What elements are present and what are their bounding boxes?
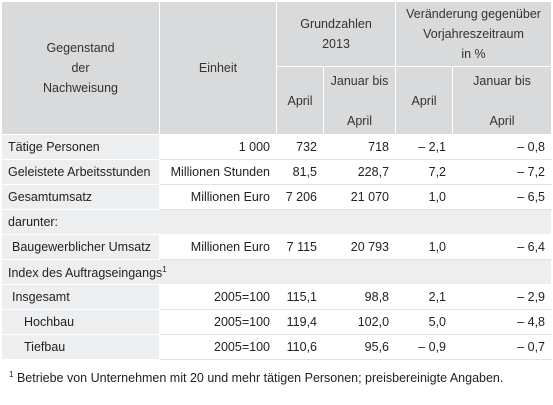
header-gegenstand-line2: der [71,61,90,75]
header-veraenderung-line2: Vorjahreszeitraum [423,27,524,41]
row-value: 2,1 [395,284,454,310]
footnote: 1 Betriebe von Unternehmen mit 20 und me… [9,370,553,385]
header-veraenderung-line1: Veränderung gegenüber [406,7,541,21]
row-value: 5,0 [395,309,454,335]
row-label: Geleistete Arbeitsstunden [1,159,160,185]
table-row: Gesamtumsatz Millionen Euro 7 206 21 070… [1,184,553,210]
row-value: 7 206 [276,184,324,210]
row-value: 21 070 [322,184,397,210]
row-unit: Millionen Euro [159,234,277,260]
row-value: – 6,5 [452,184,553,210]
table-row: Tätige Personen 1 000 732 718 – 2,1 – 0,… [1,134,553,160]
row-value: – 0,9 [395,334,454,360]
row-value: 119,4 [276,309,324,335]
row-value: 102,0 [322,309,397,335]
header-grundzahlen: Grundzahlen 2013 [275,1,397,67]
row-value: 98,8 [322,284,397,310]
row-value: – 6,4 [452,234,553,260]
header-januar-grund: Januar bis April [322,66,397,135]
header-januar-veraend-line2: April [489,113,515,128]
table-row: Insgesamt 2005=100 115,1 98,8 2,1 – 2,9 [1,284,553,310]
row-value: – 4,8 [452,309,553,335]
row-unit: 2005=100 [159,309,277,335]
row-unit: Millionen Stunden [159,159,277,185]
header-april-grund: April [276,66,324,135]
row-value: – 2,1 [395,134,454,160]
row-value: 20 793 [322,234,397,260]
statistics-table: Gegenstand der Nachweisung Einheit Grund… [0,1,553,360]
section-row: Index des Auftragseingangs1 [0,259,553,285]
table-row: Baugewerblicher Umsatz Millionen Euro 7 … [1,234,553,260]
header-einheit: Einheit [159,1,277,135]
row-value: – 0,8 [452,134,553,160]
section-index-text: Index des Auftragseingangs [8,265,163,280]
row-value: 110,6 [276,334,324,360]
row-label: Baugewerblicher Umsatz [1,234,160,260]
row-label: Tiefbau [1,334,160,360]
row-unit: Millionen Euro [159,184,277,210]
header-grundzahlen-label: Grundzahlen [300,17,372,31]
table-row: Hochbau 2005=100 119,4 102,0 5,0 – 4,8 [1,309,553,335]
header-januar-grund-line1: Januar bis [330,73,389,88]
section-label-darunter: darunter: [0,209,553,235]
header-gegenstand-line3: Nachweisung [42,81,119,95]
row-value: – 7,2 [452,159,553,185]
row-label: Tätige Personen [1,134,160,160]
footnote-marker: 1 [162,264,167,274]
header-gegenstand: Gegenstand der Nachweisung [1,1,160,135]
row-value: 95,6 [322,334,397,360]
row-label: Gesamtumsatz [1,184,160,210]
section-row: darunter: [0,209,553,235]
table-row: Tiefbau 2005=100 110,6 95,6 – 0,9 – 0,7 [1,334,553,360]
row-value: 1,0 [395,184,454,210]
row-value: – 2,9 [452,284,553,310]
header-gegenstand-line1: Gegenstand [46,41,115,55]
table-row: Geleistete Arbeitsstunden Millionen Stun… [1,159,553,185]
row-label: Insgesamt [1,284,160,310]
header-januar-veraend: Januar bis April [452,66,553,135]
header-veraenderung-line3: in % [461,47,486,61]
row-value: 7 115 [276,234,324,260]
row-unit: 2005=100 [159,334,277,360]
row-value: 718 [322,134,397,160]
header-januar-veraend-line1: Januar bis [473,73,531,88]
row-value: 732 [276,134,324,160]
row-value: – 0,7 [452,334,553,360]
section-label-index: Index des Auftragseingangs1 [0,259,553,285]
header-januar-grund-line2: April [347,113,373,128]
row-value: 115,1 [276,284,324,310]
header-veraenderung: Veränderung gegenüber Vorjahreszeitraum … [395,1,553,67]
row-label: Hochbau [1,309,160,335]
footnote-text: Betriebe von Unternehmen mit 20 und mehr… [16,371,504,385]
row-value: 7,2 [395,159,454,185]
footnote-number: 1 [9,370,14,379]
row-unit: 2005=100 [159,284,277,310]
row-value: 81,5 [276,159,324,185]
row-value: 1,0 [395,234,454,260]
header-april-veraend: April [395,66,454,135]
row-value: 228,7 [322,159,397,185]
header-year: 2013 [322,37,350,51]
row-unit: 1 000 [159,134,277,160]
